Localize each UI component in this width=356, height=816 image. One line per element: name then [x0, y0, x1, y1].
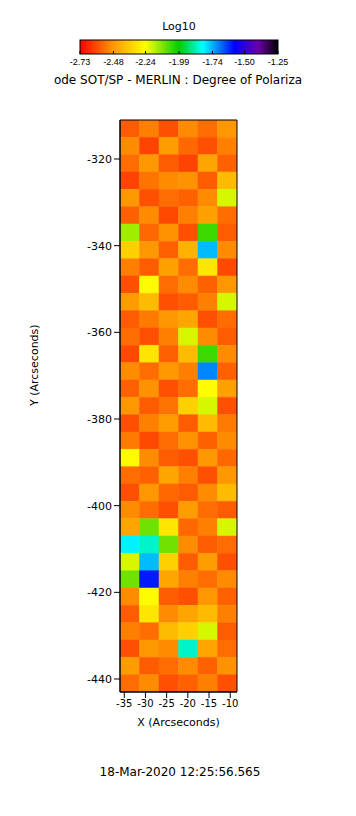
svg-text:X (Arcseconds): X (Arcseconds) [137, 716, 219, 729]
svg-text:-2.48: -2.48 [103, 57, 124, 67]
svg-text:-420: -420 [87, 586, 112, 599]
svg-text:-320: -320 [87, 153, 112, 166]
svg-text:ode SOT/SP - MERLIN : Degree o: ode SOT/SP - MERLIN : Degree of Polariza [54, 73, 302, 87]
svg-text:-20: -20 [180, 698, 196, 709]
svg-text:-380: -380 [87, 413, 112, 426]
svg-text:Log10: Log10 [162, 20, 196, 33]
svg-text:-1.74: -1.74 [202, 57, 223, 67]
svg-text:-15: -15 [201, 698, 217, 709]
svg-text:-35: -35 [116, 698, 132, 709]
svg-text:-340: -340 [87, 240, 112, 253]
svg-text:-30: -30 [137, 698, 153, 709]
svg-text:-1.50: -1.50 [234, 57, 255, 67]
svg-text:-1.99: -1.99 [169, 57, 190, 67]
svg-text:-440: -440 [87, 673, 112, 686]
svg-text:-360: -360 [87, 326, 112, 339]
svg-text:Y (Arcseconds): Y (Arcseconds) [28, 324, 41, 407]
svg-text:18-Mar-2020 12:25:56.565: 18-Mar-2020 12:25:56.565 [100, 765, 261, 779]
svg-text:-25: -25 [158, 698, 174, 709]
svg-text:-2.73: -2.73 [70, 57, 91, 67]
svg-text:-1.25: -1.25 [268, 57, 289, 67]
svg-text:-10: -10 [222, 698, 238, 709]
svg-text:-400: -400 [87, 500, 112, 513]
svg-text:-2.24: -2.24 [135, 57, 156, 67]
